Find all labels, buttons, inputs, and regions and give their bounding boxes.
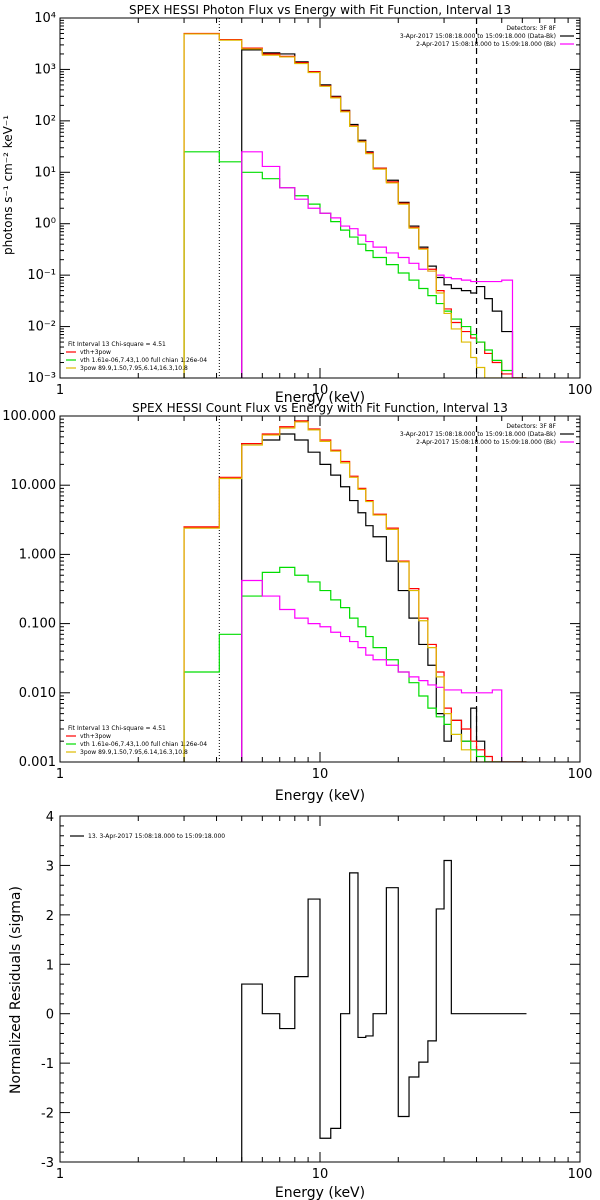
count-flux-legend-bl-text: 3pow 89.9,1.50,7.95,6.14,16.3,10.8 — [80, 749, 188, 756]
photon-flux-series-4 — [183, 33, 527, 378]
count-flux-y-tick-label: 0.010 — [19, 686, 56, 701]
residuals-x-tick-label: 100 — [568, 1167, 593, 1182]
count-flux-y-tick-label: 100.000 — [2, 409, 56, 424]
photon-flux-y-tick-label: 10⁻³ — [27, 371, 56, 386]
count-flux-x-tick-label: 10 — [312, 767, 329, 782]
residuals-y-tick-label: 4 — [46, 810, 54, 825]
residuals-legend-tl-text: 13. 3-Apr-2017 15:08:18.000 to 15:09:18.… — [88, 833, 225, 840]
count-flux-series-4 — [183, 421, 527, 762]
photon-flux-legend-tr-text: 2-Apr-2017 15:08:18.000 to 15:09:18.000 … — [416, 41, 556, 48]
photon-flux-legend-tr-text: 3-Apr-2017 15:08:18.000 to 15:09:18.000 … — [400, 33, 556, 40]
residuals-y-tick-label: 2 — [46, 909, 54, 924]
photon-flux-x-label: Energy (keV) — [275, 390, 365, 406]
photon-flux-legend-bl-text: vth+3pow — [80, 349, 111, 356]
photon-flux-y-tick-label: 10⁴ — [34, 11, 56, 26]
count-flux-x-tick-label: 1 — [56, 767, 64, 782]
residuals-x-tick-label: 1 — [56, 1167, 64, 1182]
count-flux-x-tick-label: 100 — [568, 767, 593, 782]
photon-flux-x-tick-label: 100 — [568, 383, 593, 398]
count-flux-series-1 — [183, 420, 527, 762]
count-flux-legend-tr-text: Detectors: 3F 8F — [506, 423, 556, 430]
count-flux-legend-bl-text: Fit Interval 13 Chi-square = 4.51 — [68, 725, 166, 732]
count-flux-legend-bl-text: vth+3pow — [80, 733, 111, 740]
residuals-series-0 — [241, 859, 527, 1162]
count-flux-series-2 — [183, 566, 527, 762]
photon-flux-legend-tr-text: Detectors: 3F 8F — [506, 25, 556, 32]
photon-flux-series-3 — [241, 151, 527, 378]
photon-flux-title: SPEX HESSI Photon Flux vs Energy with Fi… — [129, 3, 511, 17]
residuals-y-tick-label: -3 — [41, 1156, 54, 1171]
photon-flux-y-tick-label: 10⁻¹ — [27, 268, 56, 283]
photon-flux-x-tick-label: 10 — [312, 383, 329, 398]
photon-flux-y-tick-label: 10³ — [34, 62, 56, 77]
residuals-plot-area: 1 10 100 -3 -2 -1 0 1 2 3 4 13. 3-Apr-2017 15:08:18… — [41, 810, 592, 1182]
photon-flux-y-tick-label: 10⁻² — [27, 320, 56, 335]
photon-flux-y-tick-label: 10² — [34, 114, 56, 129]
count-flux-title: SPEX HESSI Count Flux vs Energy with Fit… — [132, 401, 508, 415]
count-flux-y-tick-label: 1.000 — [19, 547, 56, 562]
count-flux-y-tick-label: 0.100 — [19, 617, 56, 632]
residuals-y-tick-label: -1 — [41, 1057, 54, 1072]
residuals-y-tick-label: -2 — [41, 1107, 54, 1122]
residuals-y-tick-label: 0 — [46, 1008, 54, 1023]
count-flux-y-tick-label: 0.001 — [19, 755, 56, 770]
count-flux-series-0 — [241, 433, 527, 762]
photon-flux-y-tick-label: 10¹ — [34, 165, 56, 180]
residuals-y-tick-label: 1 — [46, 958, 54, 973]
photon-flux-legend-bl-text: 3pow 89.9,1.50,7.95,6.14,16.3,10.8 — [80, 365, 188, 372]
residuals-x-label: Energy (keV) — [275, 1185, 365, 1200]
photon-flux-y-tick-label: 10⁰ — [34, 217, 56, 232]
count-flux-legend-tr-text: 3-Apr-2017 15:08:18.000 to 15:09:18.000 … — [400, 431, 556, 438]
count-flux-y-tick-label: 10.000 — [11, 478, 57, 493]
photon-flux-x-tick-label: 1 — [56, 383, 64, 398]
photon-flux-legend-bl-text: Fit Interval 13 Chi-square = 4.51 — [68, 341, 166, 348]
photon-flux-plot-area: 1 10 100 10⁻³ 10⁻² 10⁻¹ 10⁰ 10¹ 10² 10³ 10⁴ Detecto… — [27, 11, 592, 398]
photon-flux-legend-bl-text: vth 1.61e-06,7.43,1.00 full chian 1.26e-… — [80, 357, 207, 364]
residuals-y-tick-label: 3 — [46, 859, 54, 874]
residuals-x-tick-label: 10 — [312, 1167, 329, 1182]
count-flux-plot-area: 1 10 100 0.001 0.010 0.100 1.000 10.000 100.000 D… — [2, 409, 592, 782]
residuals-y-label: Normalized Residuals (sigma) — [8, 886, 24, 1094]
count-flux-legend-bl-text: vth 1.61e-06,7.43,1.00 full chian 1.26e-… — [80, 741, 207, 748]
photon-flux-y-label: photons s⁻¹ cm⁻² keV⁻¹ — [1, 115, 15, 255]
count-flux-series-3 — [241, 579, 527, 762]
count-flux-legend-tr-text: 2-Apr-2017 15:08:18.000 to 15:09:18.000 … — [416, 439, 556, 446]
count-flux-x-label: Energy (keV) — [275, 788, 365, 804]
